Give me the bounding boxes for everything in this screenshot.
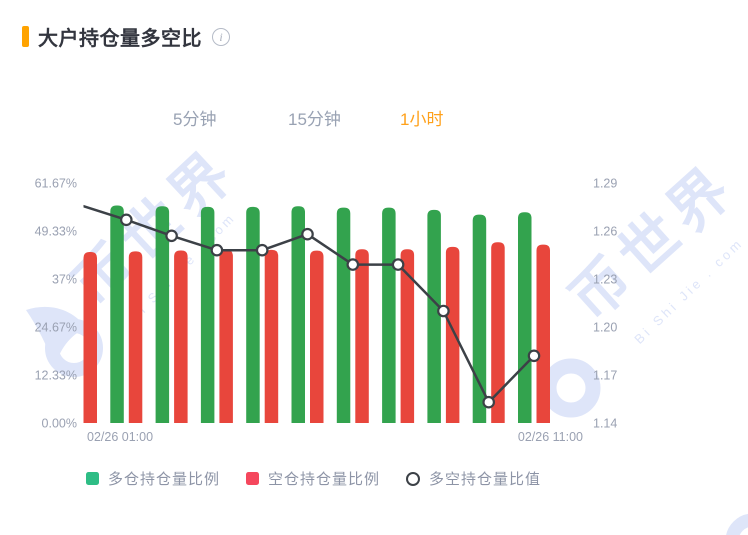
interval-tabs: 5分钟 15分钟 1小时 <box>0 105 748 131</box>
line-series-layer <box>83 204 541 409</box>
ratio-point[interactable] <box>527 349 541 363</box>
bar-short[interactable] <box>264 249 279 423</box>
y-right-tick: 1.17 <box>593 369 617 383</box>
y-left-tick: 37% <box>52 273 77 287</box>
tab-15min[interactable]: 15分钟 <box>288 110 341 129</box>
bar-short[interactable] <box>445 246 460 423</box>
y-right-tick: 1.14 <box>593 417 617 431</box>
ratio-point[interactable] <box>391 258 405 271</box>
ratio-point[interactable] <box>346 258 360 271</box>
legend-label-long: 多仓持仓量比例 <box>108 471 221 488</box>
legend-item-short-ratio[interactable]: 空仓持仓量比例 <box>246 468 380 489</box>
ratio-point[interactable] <box>437 304 450 318</box>
legend-swatch-long <box>86 472 99 485</box>
watermark-text-right: 币世界 <box>558 152 748 333</box>
y-axis-right-labels: 1.29 1.26 1.23 1.20 1.17 1.14 <box>593 177 617 431</box>
bar-short[interactable] <box>219 249 233 423</box>
y-right-tick: 1.23 <box>593 273 617 287</box>
legend-item-ls-ratio[interactable]: 多空持仓量比值 <box>406 468 541 489</box>
bar-long[interactable] <box>518 212 532 423</box>
bar-long[interactable] <box>472 214 487 423</box>
bar-short[interactable] <box>310 250 324 423</box>
bar-short[interactable] <box>83 251 98 423</box>
bar-short[interactable] <box>128 251 143 423</box>
bar-long[interactable] <box>200 206 215 423</box>
legend-item-long-ratio[interactable]: 多仓持仓量比例 <box>86 468 220 489</box>
y-left-tick: 24.67% <box>35 321 77 335</box>
y-left-tick: 49.33% <box>35 225 77 239</box>
bar-short[interactable] <box>400 249 415 423</box>
legend-label-ratio: 多空持仓量比值 <box>429 471 542 488</box>
tab-1hour[interactable]: 1小时 <box>400 110 444 129</box>
y-axis-left-labels: 61.67% 49.33% 37% 24.67% 12.33% 0.00% <box>35 177 77 431</box>
x-axis-label-end: 02/26 11:00 <box>518 430 583 444</box>
tab-5min[interactable]: 5分钟 <box>173 110 217 129</box>
bar-long[interactable] <box>110 205 124 423</box>
bar-long[interactable] <box>382 207 396 423</box>
chart-legend: 多仓持仓量比例 空仓持仓量比例 多空持仓量比值 <box>86 468 567 489</box>
bar-short[interactable] <box>536 244 551 423</box>
info-icon[interactable]: i <box>212 27 230 46</box>
x-axis-label-start: 02/26 01:00 <box>87 430 153 444</box>
bar-short[interactable] <box>491 242 505 423</box>
bar-long[interactable] <box>427 209 441 423</box>
ratio-point[interactable] <box>165 229 178 243</box>
header: 大户持仓量多空比 i <box>22 22 230 51</box>
ratio-point[interactable] <box>482 395 495 409</box>
y-right-tick: 1.20 <box>593 321 617 335</box>
page-title: 大户持仓量多空比 <box>38 28 202 50</box>
legend-label-short: 空仓持仓量比例 <box>268 471 381 488</box>
y-left-tick: 61.67% <box>35 177 77 191</box>
y-right-tick: 1.29 <box>593 177 617 191</box>
y-left-tick: 12.33% <box>35 369 77 383</box>
y-right-tick: 1.26 <box>593 225 617 239</box>
bar-long[interactable] <box>155 206 170 423</box>
bar-long[interactable] <box>246 206 260 423</box>
ratio-point[interactable] <box>255 243 269 257</box>
legend-swatch-short <box>246 472 260 485</box>
bar-short[interactable] <box>174 250 188 423</box>
bar-long[interactable] <box>336 207 351 423</box>
bar-series-layer <box>83 205 551 423</box>
bar-short[interactable] <box>355 249 369 423</box>
y-left-tick: 0.00% <box>42 417 77 431</box>
title-accent-bar <box>22 26 29 47</box>
legend-swatch-ratio-circle <box>406 471 421 486</box>
ratio-point[interactable] <box>120 213 133 227</box>
bar-long[interactable] <box>291 206 306 423</box>
ratio-point[interactable] <box>301 227 314 241</box>
ratio-point[interactable] <box>210 243 224 257</box>
